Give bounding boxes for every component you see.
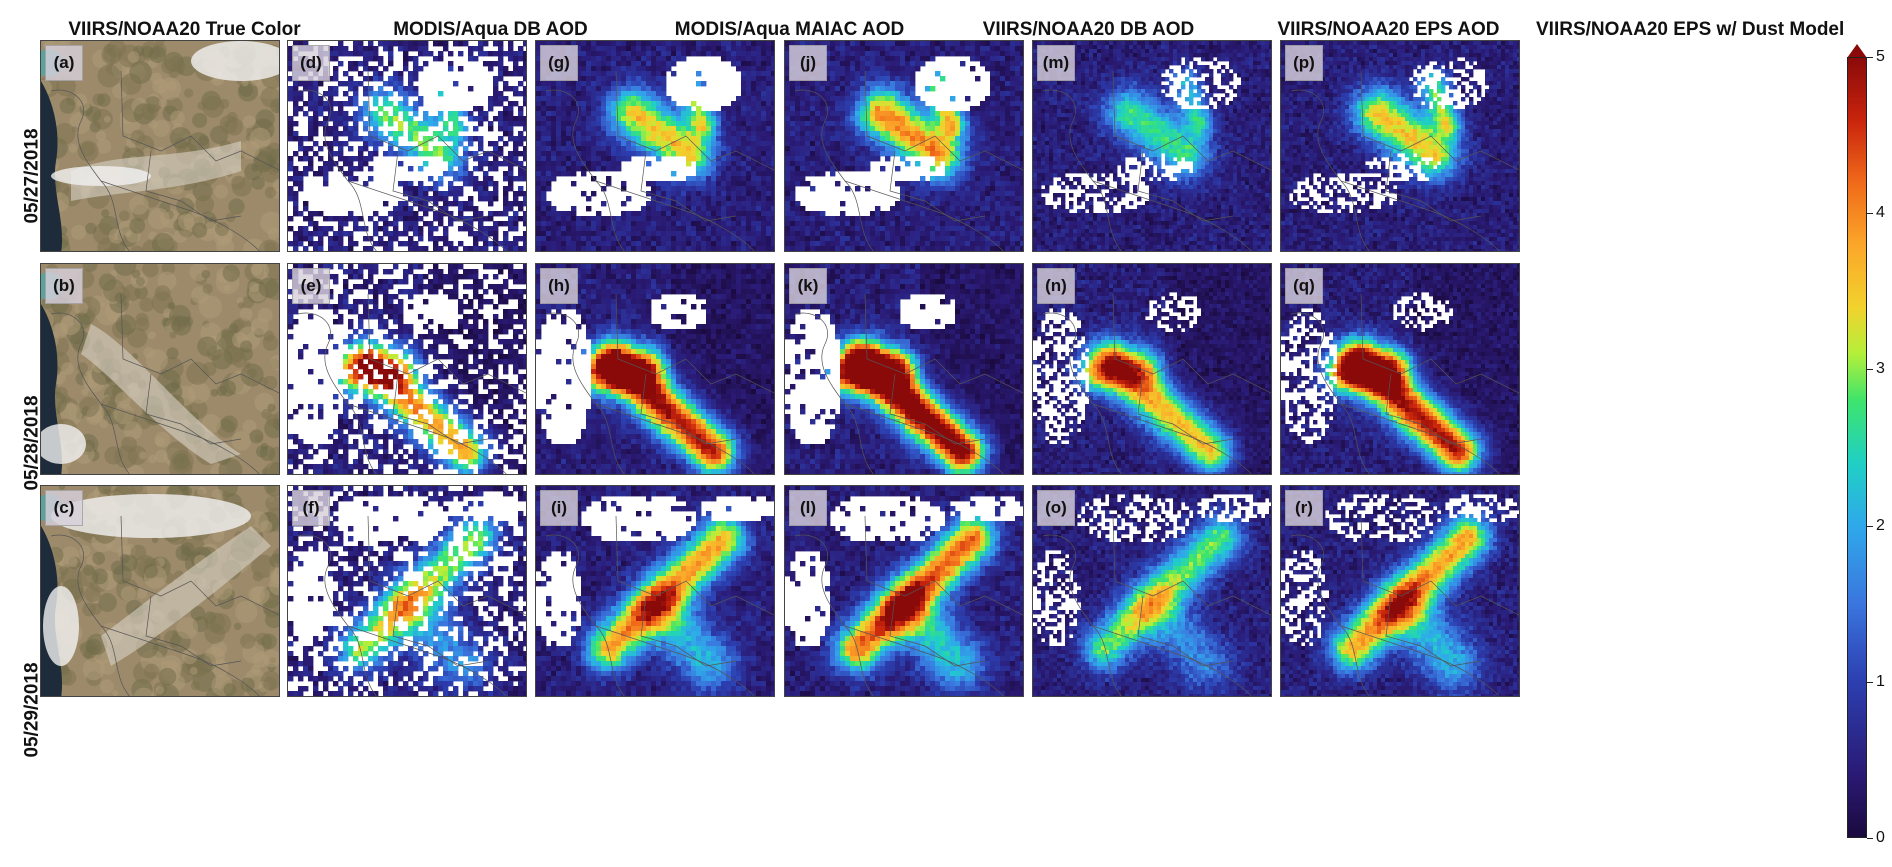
colorbar-tick-label: 3	[1876, 361, 1885, 377]
aod-map	[536, 264, 774, 474]
panel-o: (o)	[1032, 485, 1272, 697]
colorbar-tick-label: 0	[1876, 830, 1885, 846]
aod-map	[288, 41, 526, 251]
aod-map	[785, 486, 1023, 696]
aod-map	[785, 264, 1023, 474]
panel-label: (b)	[45, 268, 83, 304]
panel-label: (o)	[1037, 490, 1075, 526]
panel-c: (c)	[40, 485, 280, 697]
panel-label: (i)	[540, 490, 578, 526]
colorbar-tick	[1867, 838, 1873, 839]
colorbar-extend-arrow	[1847, 44, 1867, 58]
aod-map	[785, 41, 1023, 251]
column-title-modis-maiac: MODIS/Aqua MAIAC AOD	[645, 16, 934, 44]
colorbar-tick-label: 2	[1876, 518, 1885, 534]
panel-g: (g)	[535, 40, 775, 252]
panel-b: (b)	[40, 263, 280, 475]
column-title-viirs-db: VIIRS/NOAA20 DB AOD	[944, 16, 1233, 44]
panel-k: (k)	[784, 263, 1024, 475]
colorbar-tick	[1867, 369, 1873, 370]
colorbar-tick	[1867, 213, 1873, 214]
panel-label: (f)	[292, 490, 330, 526]
panel-d: (d)	[287, 40, 527, 252]
panel-f: (f)	[287, 485, 527, 697]
panel-label: (q)	[1285, 268, 1323, 304]
colorbar-tick	[1867, 526, 1873, 527]
panel-m: (m)	[1032, 40, 1272, 252]
panel-label: (h)	[540, 268, 578, 304]
panel-q: (q)	[1280, 263, 1520, 475]
aod-map	[288, 486, 526, 696]
colorbar	[1847, 57, 1867, 838]
aod-map	[536, 41, 774, 251]
panel-label: (d)	[292, 45, 330, 81]
panel-label: (g)	[540, 45, 578, 81]
colorbar-tick	[1867, 57, 1873, 58]
panel-label: (j)	[789, 45, 827, 81]
aod-map	[536, 486, 774, 696]
column-title-modis-db: MODIS/Aqua DB AOD	[346, 16, 635, 44]
panel-label: (l)	[789, 490, 827, 526]
panel-label: (k)	[789, 268, 827, 304]
panel-l: (l)	[784, 485, 1024, 697]
panel-label: (r)	[1285, 490, 1323, 526]
panel-label: (n)	[1037, 268, 1075, 304]
colorbar-tick-label: 1	[1876, 674, 1885, 690]
panel-n: (n)	[1032, 263, 1272, 475]
colorbar-tick-label: 5	[1876, 49, 1885, 65]
panel-j: (j)	[784, 40, 1024, 252]
panel-h: (h)	[535, 263, 775, 475]
colorbar-tick	[1867, 682, 1873, 683]
panel-p: (p)	[1280, 40, 1520, 252]
colorbar-tick-label: 4	[1876, 205, 1885, 221]
panel-i: (i)	[535, 485, 775, 697]
panel-label: (c)	[45, 490, 83, 526]
column-title-truecolor: VIIRS/NOAA20 True Color	[40, 16, 329, 44]
column-title-viirs-eps: VIIRS/NOAA20 EPS AOD	[1244, 16, 1533, 44]
panel-r: (r)	[1280, 485, 1520, 697]
column-title-viirs-eps-dust: VIIRS/NOAA20 EPS w/ Dust Model	[1536, 16, 1844, 44]
true-color-image	[41, 264, 279, 474]
panel-label: (e)	[292, 268, 330, 304]
panel-a: (a)	[40, 40, 280, 252]
panel-label: (a)	[45, 45, 83, 81]
aod-map	[1281, 264, 1519, 474]
panel-label: (m)	[1037, 45, 1075, 81]
aod-map	[1033, 41, 1271, 251]
panel-label: (p)	[1285, 45, 1323, 81]
panel-e: (e)	[287, 263, 527, 475]
aod-map	[1033, 486, 1271, 696]
